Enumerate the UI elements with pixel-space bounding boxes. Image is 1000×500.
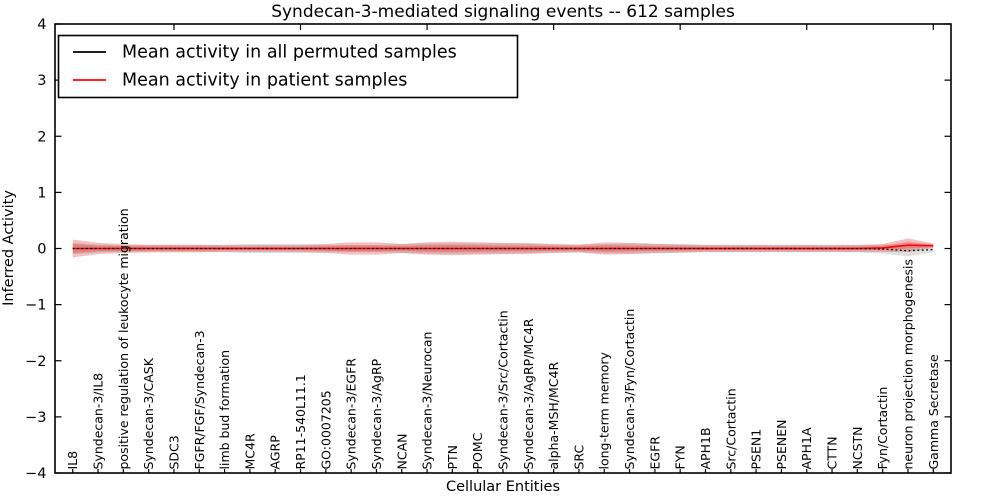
y-tick-label: 3 <box>37 73 46 89</box>
x-category-label: AGRP <box>268 435 283 470</box>
x-category-label: NCAN <box>394 434 409 470</box>
x-category-label: NCSTN <box>850 427 865 470</box>
chart-title: Syndecan-3-mediated signaling events -- … <box>271 2 735 22</box>
x-category-label: RP11-540L11.1 <box>293 374 308 469</box>
y-tick-label: −4 <box>25 466 46 482</box>
x-category-label: PTN <box>445 445 460 470</box>
x-category-label: limb bud formation <box>217 350 232 470</box>
legend-box <box>57 34 519 99</box>
x-category-label: Src/Cortactin <box>723 388 738 469</box>
patient_mean-line <box>72 244 934 250</box>
y-tick-label: 0 <box>37 242 46 258</box>
x-tick-labels: IL8 Syndecan-3/IL8 positive regulation of … <box>65 208 941 469</box>
x-category-label: alpha-MSH/MC4R <box>546 362 561 470</box>
x-category-label: positive regulation of leukocyte migrati… <box>116 208 131 469</box>
x-category-label: neuron projection morphogenesis <box>900 259 915 470</box>
x-category-label: Fyn/Cortactin <box>875 387 890 470</box>
x-category-label: Syndecan-3/AgRP/MC4R <box>521 318 536 469</box>
x-category-label: Syndecan-3/Fyn/Cortactin <box>622 309 637 470</box>
x-axis-label: Cellular Entities <box>446 479 560 495</box>
permuted-std-band <box>72 242 934 257</box>
y-tick-label: 4 <box>37 17 46 33</box>
y-tick-label: −2 <box>25 354 46 370</box>
x-category-label: MC4R <box>242 433 257 469</box>
x-category-label: GO:0007205 <box>318 390 333 469</box>
x-category-label: Syndecan-3/IL8 <box>91 373 106 470</box>
y-tick-labels: 4 3 2 1 0 −1 −2 −3 −4 <box>25 17 46 482</box>
x-category-label: APH1A <box>799 427 814 469</box>
y-tick-label: 2 <box>37 129 46 145</box>
series-lines <box>72 244 934 252</box>
plot-frame <box>54 23 952 474</box>
x-category-label: Syndecan-3/EGFR <box>344 358 359 470</box>
x-category-label: Gamma Secretase <box>926 354 941 469</box>
x-category-label: IL8 <box>65 451 80 470</box>
x-category-label: SDC3 <box>166 435 181 469</box>
y-tick-label: −1 <box>25 298 46 314</box>
x-category-label: PSEN1 <box>749 429 764 470</box>
legend-label-permuted: Mean activity in all permuted samples <box>122 43 457 63</box>
y-axis-label: Inferred Activity <box>1 190 17 306</box>
x-category-label: APH1B <box>698 427 713 469</box>
x-category-label: CTTN <box>825 436 840 469</box>
x-category-label: EGFR <box>647 436 662 470</box>
patient-std-inner-band <box>72 241 934 253</box>
y-tick-label: −3 <box>25 410 46 426</box>
y-tick-label: 1 <box>37 185 46 201</box>
x-category-label: POMC <box>470 432 485 469</box>
x-category-label: Syndecan-3/AgRP <box>369 358 384 469</box>
legend-label-patient: Mean activity in patient samples <box>122 71 407 91</box>
x-category-label: Syndecan-3/CASK <box>141 357 156 469</box>
x-category-label: FYN <box>673 445 688 469</box>
x-category-label: Syndecan-3/Src/Cortactin <box>496 310 511 469</box>
x-category-label: SRC <box>571 445 586 470</box>
legend: Mean activity in all permuted samples Me… <box>57 34 519 99</box>
x-category-label: Syndecan-3/Neurocan <box>420 332 435 470</box>
x-category-label: FGFR/FGF/Syndecan-3 <box>192 330 207 469</box>
x-category-label: PSENEN <box>774 420 789 470</box>
x-category-label: long-term memory <box>597 352 612 470</box>
